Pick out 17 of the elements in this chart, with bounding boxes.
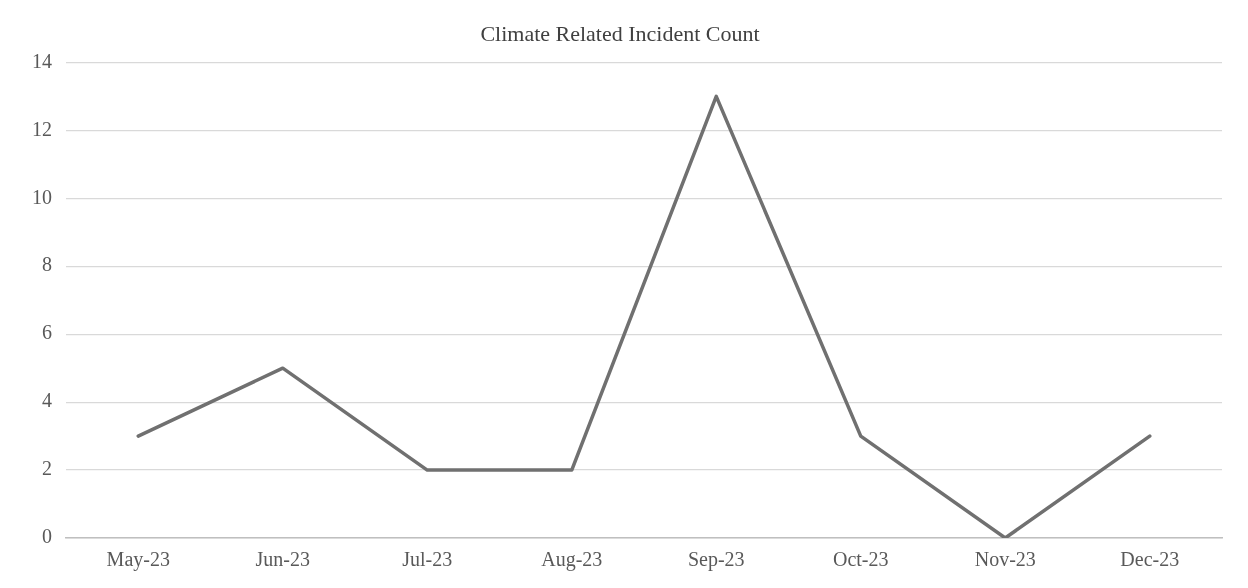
x-tick-label: Sep-23 [687, 548, 745, 572]
y-tick-label: 12 [32, 117, 52, 140]
y-tick-label: 2 [42, 457, 52, 480]
x-tick-label: Jun-23 [255, 548, 310, 571]
y-tick-label: 0 [42, 525, 52, 548]
y-tick-label: 8 [42, 253, 52, 276]
x-tick-label: Oct-23 [832, 548, 889, 571]
y-tick-label: 10 [32, 185, 52, 208]
y-tick-label: 4 [42, 389, 52, 412]
x-tick-label: Aug-23 [541, 548, 603, 572]
chart-title: Climate Related Incident Count [480, 20, 760, 46]
x-tick-label: Dec-23 [1120, 548, 1180, 571]
x-tick-label: May-23 [106, 548, 170, 572]
y-tick-label: 6 [42, 321, 52, 344]
x-tick-label: Nov-23 [974, 548, 1036, 571]
x-tick-label: Jul-23 [402, 548, 453, 571]
y-tick-label: 14 [32, 49, 52, 72]
